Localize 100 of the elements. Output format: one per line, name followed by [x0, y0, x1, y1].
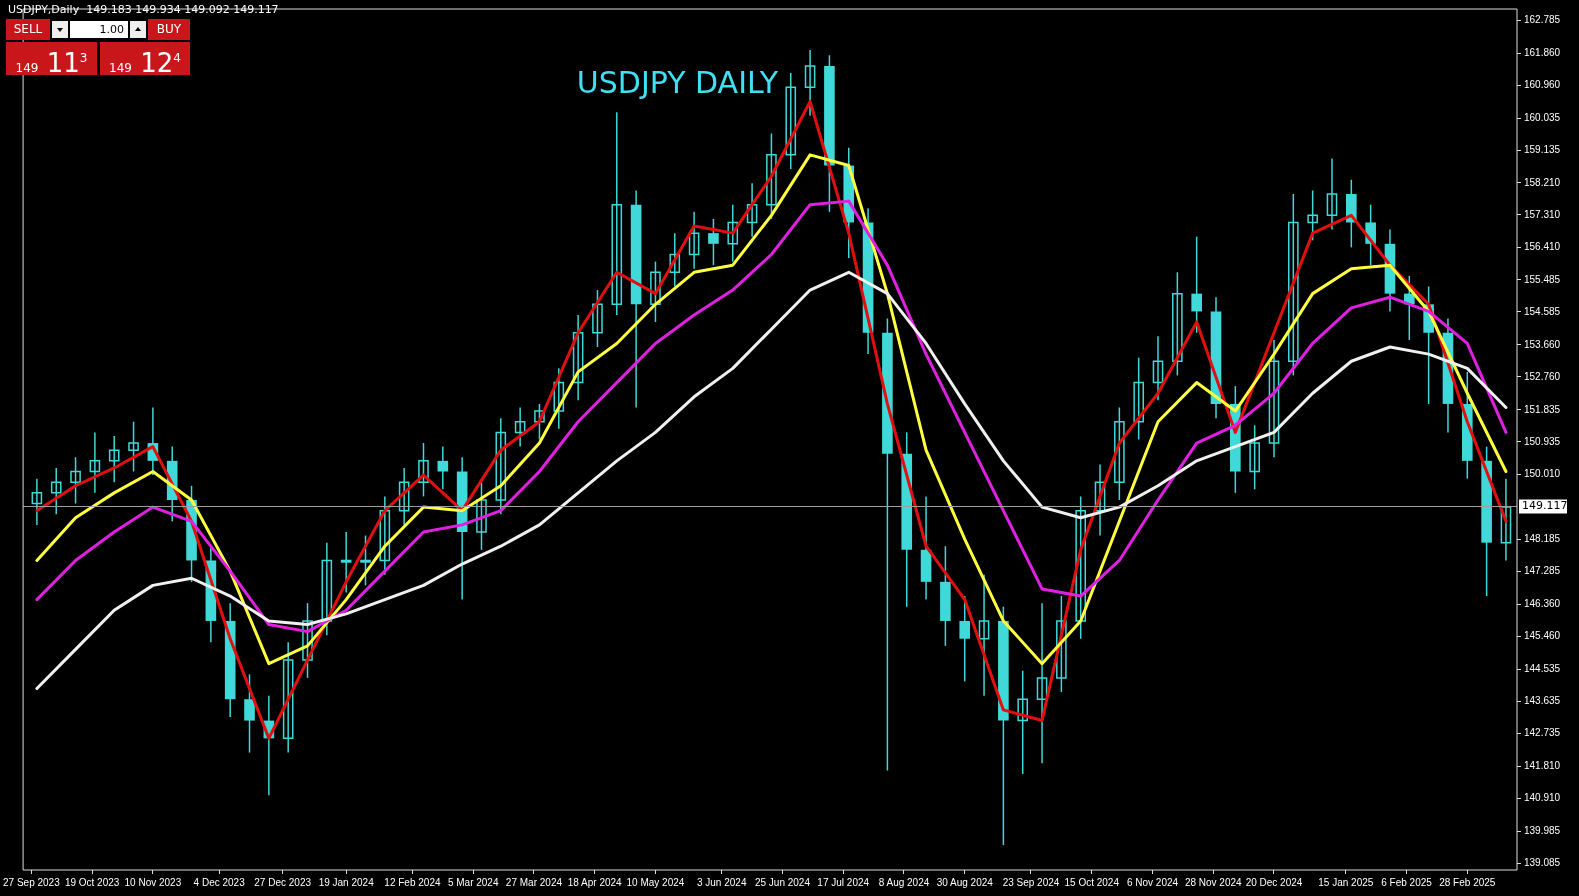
candlestick	[398, 467, 410, 526]
candlestick	[321, 541, 333, 636]
candlestick	[978, 573, 990, 697]
annotation: 149 11$^{3}$	[6, 42, 97, 78]
candlestick	[476, 481, 487, 551]
x-tick-label: 4 Dec 2023	[193, 876, 246, 888]
y-tick-label: 147.285	[1524, 565, 1561, 577]
x-tick-label: 28 Nov 2024	[1184, 876, 1243, 888]
candlestick	[959, 595, 971, 683]
x-tick-label: 15 Jan 2025	[1318, 876, 1374, 888]
candlestick	[1268, 339, 1280, 459]
y-tick-label: 139.985	[1524, 825, 1561, 837]
y-tick-label: 156.410	[1524, 240, 1561, 252]
candlestick	[708, 218, 719, 266]
y-tick-label: 150.010	[1524, 468, 1561, 480]
candlestick	[1249, 424, 1260, 491]
candlestick	[1133, 356, 1145, 441]
x-tick-label: 12 Feb 2024	[384, 876, 441, 888]
candlestick	[766, 132, 777, 220]
candlestick	[1114, 406, 1125, 501]
candlestick	[1036, 602, 1048, 765]
y-tick-label: 142.735	[1524, 727, 1561, 739]
y-tick-label: 146.360	[1524, 598, 1561, 610]
x-tick-label: 10 May 2024	[626, 876, 685, 888]
annotation: 149 12$^{4}$	[100, 42, 190, 78]
y-tick-label: 161.860	[1524, 46, 1561, 58]
candlestick	[1075, 495, 1087, 640]
annotation: 1.00	[70, 21, 128, 38]
x-tick-label: 6 Feb 2025	[1381, 876, 1433, 888]
x-tick-label: 10 Nov 2023	[124, 876, 182, 888]
y-tick-label: 150.935	[1524, 435, 1561, 447]
x-tick-label: 18 Apr 2024	[567, 876, 623, 888]
candlestick	[495, 417, 507, 515]
x-tick-label: 3 Jun 2024	[696, 876, 747, 888]
candlestick	[379, 495, 391, 576]
candlestick	[1017, 670, 1029, 775]
candlestick	[1094, 463, 1106, 537]
candlestick	[1152, 335, 1164, 402]
y-tick-label: 145.460	[1524, 630, 1561, 642]
x-tick-label: 19 Jan 2024	[318, 876, 375, 888]
x-tick-label: 17 Jul 2024	[817, 876, 870, 888]
y-tick-label: 152.760	[1524, 370, 1561, 382]
candlestick	[669, 232, 681, 288]
y-tick-label: 143.635	[1524, 695, 1561, 707]
candlestick	[688, 211, 700, 270]
x-tick-label: 6 Nov 2024	[1126, 876, 1179, 888]
x-tick-label: 25 Jun 2024	[754, 876, 811, 888]
y-tick-label: 159.135	[1524, 143, 1561, 155]
candlestick	[418, 442, 429, 498]
x-tick-label: 5 Mar 2024	[447, 876, 499, 888]
annotation: USDJPY,Daily 149.183 149.934 149.092 149.117	[8, 3, 279, 16]
text: USDJPY DAILY	[576, 64, 779, 100]
candlestick	[244, 673, 255, 754]
candlestick	[108, 435, 120, 483]
candlestick	[534, 403, 545, 441]
candlestick	[592, 289, 603, 348]
y-tick-label: 158.210	[1524, 176, 1561, 188]
candlestick	[128, 420, 139, 473]
x-tick-label: 27 Mar 2024	[505, 876, 563, 888]
candlestick	[437, 445, 449, 491]
y-tick-label: 144.535	[1524, 663, 1561, 675]
y-tick-label: 162.785	[1524, 13, 1561, 25]
candlestick	[360, 534, 371, 587]
candlestick	[70, 456, 81, 505]
y-tick-label: 153.660	[1524, 338, 1561, 350]
candlestick	[340, 531, 352, 594]
candlestick	[50, 467, 62, 515]
x-tick-label: 27 Dec 2023	[254, 876, 312, 888]
y-tick-label: 155.485	[1524, 273, 1561, 285]
x-tick-label: 23 Sep 2024	[1002, 876, 1060, 888]
candlestick	[611, 111, 623, 316]
candlestick	[1326, 157, 1338, 231]
x-tick-label: 8 Aug 2024	[878, 876, 930, 888]
y-tick-label: 139.085	[1524, 857, 1561, 869]
x-tick-label: 20 Dec 2024	[1245, 876, 1303, 888]
candlestick	[31, 477, 43, 526]
y-tick-label: 160.960	[1524, 78, 1561, 90]
candlestick	[804, 49, 816, 117]
candlestick	[514, 406, 526, 448]
x-tick-label: 15 Oct 2024	[1064, 876, 1120, 888]
annotation: BUY	[148, 19, 190, 40]
candlestick	[572, 314, 584, 402]
y-tick-label: 140.910	[1524, 792, 1561, 804]
y-tick-label: 151.835	[1524, 403, 1561, 415]
candlestick	[650, 260, 661, 323]
candlestick	[302, 602, 313, 679]
x-tick-label: 27 Sep 2023	[3, 876, 61, 888]
candlestick	[746, 182, 758, 238]
annotation: SELL	[6, 19, 50, 40]
candlestick	[727, 203, 739, 263]
candlestick	[282, 641, 294, 754]
x-tick-label: 19 Oct 2023	[64, 876, 120, 888]
candlestick	[1500, 477, 1512, 562]
candlestick	[1191, 235, 1202, 334]
y-tick-label: 141.810	[1524, 760, 1561, 772]
x-tick-label: 28 Feb 2025	[1439, 876, 1496, 888]
y-tick-label: 157.310	[1524, 208, 1561, 220]
y-tick-label: 148.185	[1524, 533, 1561, 545]
y-tick-label: 160.035	[1524, 111, 1561, 123]
candlestick	[89, 431, 101, 494]
